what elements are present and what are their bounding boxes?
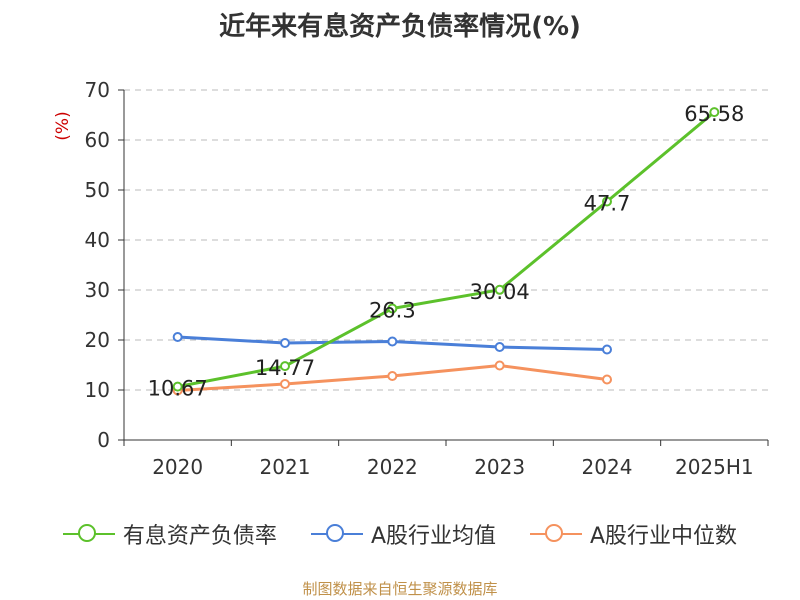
legend-ring: [77, 524, 96, 542]
legend-ring: [325, 524, 344, 542]
y-tick-label: 20: [85, 328, 110, 352]
legend-marker-icon: [310, 524, 363, 544]
y-axis-label: (%): [53, 111, 73, 140]
legend-marker-icon: [62, 524, 115, 544]
data-point: [387, 371, 398, 381]
data-point: [280, 379, 290, 389]
data-label: 65.58: [684, 102, 744, 126]
x-tick-label: 2020: [152, 455, 203, 479]
legend-item-series-1[interactable]: 有息资产负债率: [62, 518, 277, 550]
source-note: 制图数据来自恒生聚源数据库: [302, 580, 498, 598]
data-point: [280, 338, 290, 348]
data-point: [280, 361, 290, 372]
data-point: [602, 196, 612, 207]
data-label: 30.04: [470, 280, 530, 304]
data-point: [494, 360, 505, 371]
y-tick-label: 70: [85, 78, 110, 102]
data-label: 47.7: [584, 192, 631, 216]
legend-label: A股行业中位数: [590, 524, 738, 549]
legend-label: 有息资产负债率: [122, 524, 277, 549]
data-point: [602, 374, 612, 385]
legend-item-series-2[interactable]: A股行业均值: [310, 518, 496, 550]
x-tick-label: 2022: [367, 455, 418, 479]
x-tick-label: 2024: [582, 455, 633, 479]
y-tick-label: 0: [97, 428, 110, 452]
chart-title: 近年来有息资产负债率情况(%): [219, 12, 581, 42]
data-point: [709, 107, 720, 118]
legend-marker-icon: [530, 524, 582, 544]
data-point: [494, 284, 505, 295]
y-tick-label: 50: [85, 178, 110, 202]
data-point: [172, 332, 183, 342]
y-tick-label: 60: [85, 128, 110, 152]
data-point: [387, 336, 398, 347]
legend-ring: [545, 524, 563, 542]
data-point: [602, 344, 612, 355]
data-point: [172, 381, 183, 392]
x-tick-label: 2021: [260, 455, 311, 479]
legend-label: A股行业均值: [370, 524, 496, 549]
legend-item-series-3[interactable]: A股行业中位数: [530, 518, 737, 550]
x-tick-label: 2025H1: [675, 455, 754, 479]
x-tick-label: 2023: [474, 455, 525, 479]
legend: 有息资产负债率 A股行业均值 A股行业中位数: [0, 518, 800, 550]
y-tick-label: 10: [85, 378, 110, 402]
series-line-1: [177, 110, 716, 389]
data-label: 10.67: [148, 377, 208, 401]
data-point: [387, 303, 398, 314]
data-label: 26.3: [369, 299, 416, 323]
data-point: [494, 342, 505, 352]
data-label: 14.77: [255, 356, 315, 380]
y-tick-label: 40: [85, 228, 110, 252]
y-tick-label: 30: [85, 278, 110, 302]
